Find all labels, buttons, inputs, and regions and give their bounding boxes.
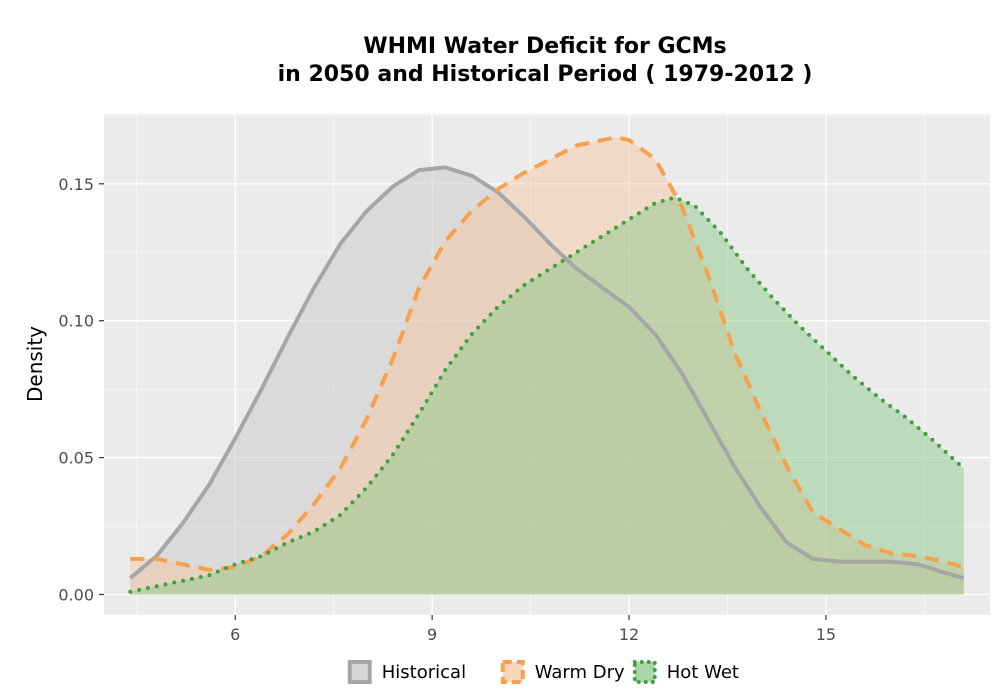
line-warm-dry	[130, 135, 965, 572]
y-tick-label: 0.10	[58, 312, 94, 331]
y-axis: 0.00 0.05 0.10 0.15	[58, 175, 104, 604]
legend-label-warm-dry: Warm Dry	[535, 662, 625, 683]
x-tick-label: 9	[427, 625, 437, 644]
legend-label-historical: Historical	[382, 662, 466, 683]
legend-label-hot-wet: Hot Wet	[667, 662, 739, 683]
y-axis-title: Density	[23, 326, 47, 402]
legend-key-historical	[347, 660, 372, 684]
x-tick-label: 15	[816, 625, 836, 644]
legend: Historical Warm Dry Hot Wet	[347, 660, 739, 684]
x-tick-label: 12	[619, 625, 639, 644]
x-axis: 6 9 12 15	[230, 615, 836, 644]
legend-key-warm-dry	[500, 660, 525, 684]
x-tick-label: 6	[230, 625, 240, 644]
chart-title-line-2: in 2050 and Historical Period ( 1979-201…	[278, 62, 813, 87]
legend-key-hot-wet	[632, 660, 657, 684]
y-tick-label: 0.00	[58, 585, 94, 604]
area-hot-wet	[130, 197, 964, 595]
y-tick-label: 0.05	[58, 449, 94, 468]
chart-title-line-1: WHMI Water Deficit for GCMs	[363, 34, 726, 59]
line-historical	[128, 165, 965, 580]
series-areas	[130, 137, 964, 595]
y-tick-label: 0.15	[58, 175, 94, 194]
series-lines	[128, 135, 966, 594]
